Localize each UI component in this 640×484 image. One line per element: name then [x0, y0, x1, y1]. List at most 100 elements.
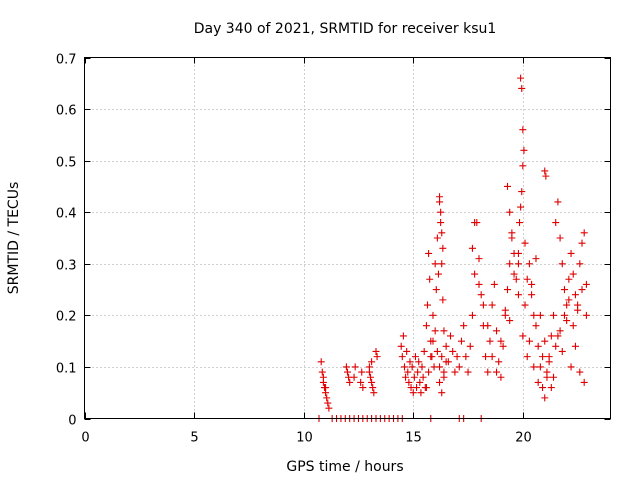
- data-point: [325, 404, 333, 412]
- data-point: [464, 368, 472, 376]
- data-point: [405, 378, 413, 386]
- data-point: [514, 260, 522, 268]
- data-point: [411, 353, 419, 361]
- data-point: [528, 280, 536, 288]
- data-point: [323, 394, 331, 402]
- data-point: [578, 239, 586, 247]
- data-point: [582, 280, 590, 288]
- x-axis-label: GPS time / hours: [286, 459, 403, 475]
- data-point: [482, 353, 490, 361]
- x-tick-label: 20: [515, 431, 532, 446]
- data-point: [521, 239, 529, 247]
- data-point: [451, 368, 459, 376]
- data-point: [519, 126, 527, 134]
- y-tick-label: 0.5: [56, 156, 77, 171]
- data-point: [442, 342, 450, 350]
- data-point: [432, 286, 440, 294]
- data-point: [560, 311, 568, 319]
- plot-area-frame: [84, 57, 611, 419]
- data-point: [542, 172, 550, 180]
- data-point: [508, 229, 516, 237]
- data-point: [506, 317, 514, 325]
- data-point: [582, 311, 590, 319]
- data-point: [517, 203, 525, 211]
- data-point: [440, 368, 448, 376]
- data-point: [436, 378, 444, 386]
- data-point: [517, 74, 525, 82]
- data-point: [460, 322, 468, 330]
- data-point: [510, 270, 518, 278]
- data-point: [567, 249, 575, 257]
- data-point: [479, 301, 487, 309]
- data-point: [547, 332, 555, 340]
- data-point: [457, 337, 465, 345]
- data-point: [397, 342, 405, 350]
- data-point: [317, 358, 325, 366]
- data-point: [419, 373, 427, 381]
- data-point: [427, 353, 435, 361]
- data-point: [574, 306, 582, 314]
- data-point: [318, 368, 326, 376]
- data-point: [503, 182, 511, 190]
- data-point: [530, 311, 538, 319]
- data-point: [497, 337, 505, 345]
- data-point: [438, 229, 446, 237]
- data-point: [484, 322, 492, 330]
- data-point: [528, 291, 536, 299]
- data-point: [556, 234, 564, 242]
- data-point: [563, 301, 571, 309]
- data-point: [442, 358, 450, 366]
- data-point: [506, 208, 514, 216]
- data-point: [418, 363, 426, 371]
- data-point: [403, 347, 411, 355]
- data-point: [402, 373, 410, 381]
- data-point: [455, 363, 463, 371]
- grid-lines: [84, 57, 611, 419]
- data-point: [565, 296, 573, 304]
- data-point: [449, 347, 457, 355]
- data-point: [342, 363, 350, 371]
- data-point: [415, 358, 423, 366]
- data-point: [534, 342, 542, 350]
- data-point: [571, 342, 579, 350]
- data-point: [437, 219, 445, 227]
- data-point: [532, 322, 540, 330]
- data-point: [453, 353, 461, 361]
- data-point: [322, 384, 330, 392]
- data-point: [541, 337, 549, 345]
- data-point: [438, 353, 446, 361]
- data-point: [514, 291, 522, 299]
- data-point: [408, 363, 416, 371]
- data-point: [486, 337, 494, 345]
- data-point: [324, 399, 332, 407]
- data-point: [399, 332, 407, 340]
- data-point: [563, 317, 571, 325]
- data-point: [484, 368, 492, 376]
- data-point: [398, 353, 406, 361]
- data-point: [409, 389, 417, 397]
- data-point: [404, 368, 412, 376]
- data-point: [425, 249, 433, 257]
- data-point: [425, 368, 433, 376]
- data-point: [525, 260, 533, 268]
- data-point: [431, 327, 439, 335]
- data-point: [438, 260, 446, 268]
- data-point: [545, 353, 553, 361]
- data-point: [488, 353, 496, 361]
- x-tick-label: 0: [81, 431, 89, 446]
- data-point: [550, 311, 558, 319]
- data-point: [547, 384, 555, 392]
- data-point: [369, 384, 377, 392]
- data-point: [501, 306, 509, 314]
- data-point: [471, 270, 479, 278]
- data-point: [499, 342, 507, 350]
- data-point: [372, 347, 380, 355]
- data-point: [521, 301, 529, 309]
- x-tick-label: 5: [190, 431, 198, 446]
- data-point: [558, 347, 566, 355]
- data-point: [541, 167, 549, 175]
- data-point: [433, 347, 441, 355]
- data-point: [367, 373, 375, 381]
- data-point: [532, 255, 540, 263]
